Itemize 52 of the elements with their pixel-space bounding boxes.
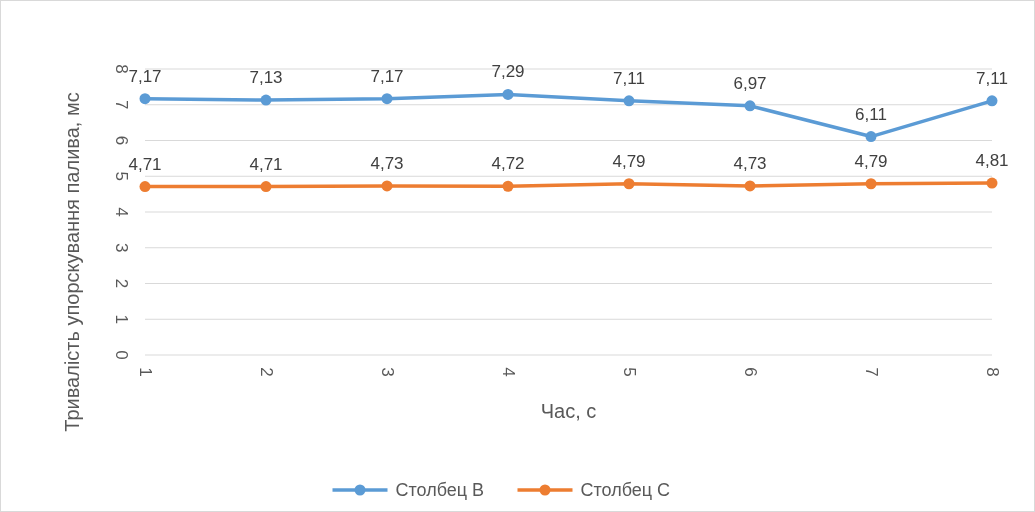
data-label: 4,71 xyxy=(249,154,283,174)
data-label: 4,72 xyxy=(491,154,525,174)
x-axis-title: Час, с xyxy=(540,400,597,422)
point xyxy=(865,178,877,190)
y-tick-label: 2 xyxy=(111,278,131,289)
point xyxy=(623,95,635,107)
y-tick-label: 5 xyxy=(111,171,131,181)
data-label: 7,29 xyxy=(491,62,525,82)
x-tick-label: 1 xyxy=(135,367,155,377)
data-label: 4,79 xyxy=(854,151,888,171)
point xyxy=(139,93,151,105)
x-tick-label: 2 xyxy=(256,367,276,377)
data-label: 4,73 xyxy=(370,153,404,173)
data-label: 6,11 xyxy=(855,104,887,124)
data-label: 7,11 xyxy=(976,68,1008,88)
x-tick-label: 3 xyxy=(377,367,397,377)
data-label: 7,17 xyxy=(370,66,404,86)
data-label: 4,71 xyxy=(128,154,162,174)
point xyxy=(502,180,514,192)
point xyxy=(139,181,151,193)
data-label: 7,17 xyxy=(128,66,162,86)
data-label: 7,13 xyxy=(249,68,283,88)
point xyxy=(986,177,998,189)
point xyxy=(381,93,393,105)
y-tick-label: 4 xyxy=(111,207,131,217)
x-tick-label: 5 xyxy=(619,367,639,377)
legend-label: Столбец C xyxy=(580,480,671,500)
point xyxy=(260,181,272,193)
point xyxy=(865,131,877,143)
point xyxy=(381,180,393,192)
point xyxy=(744,100,756,112)
x-tick-label: 8 xyxy=(982,367,1002,377)
y-tick-label: 0 xyxy=(111,350,131,360)
y-tick-label: 3 xyxy=(111,243,131,253)
y-tick-label: 1 xyxy=(111,314,131,324)
data-label: 4,81 xyxy=(975,151,1009,171)
legend-label: Столбец B xyxy=(395,480,485,500)
x-tick-label: 7 xyxy=(861,367,881,377)
y-tick-label: 6 xyxy=(111,135,131,146)
data-label: 4,79 xyxy=(612,151,646,171)
point xyxy=(260,94,272,106)
y-axis-title: Тривалість упорскування палива, мс xyxy=(61,92,83,432)
point xyxy=(623,178,635,190)
data-label: 7,11 xyxy=(613,68,645,88)
point xyxy=(986,95,998,107)
point xyxy=(744,180,756,192)
data-label: 6,97 xyxy=(733,73,767,93)
y-tick-label: 7 xyxy=(111,100,131,110)
data-label: 4,73 xyxy=(733,153,767,173)
point xyxy=(502,88,514,100)
x-tick-label: 6 xyxy=(740,367,760,377)
x-tick-label: 4 xyxy=(498,367,518,377)
